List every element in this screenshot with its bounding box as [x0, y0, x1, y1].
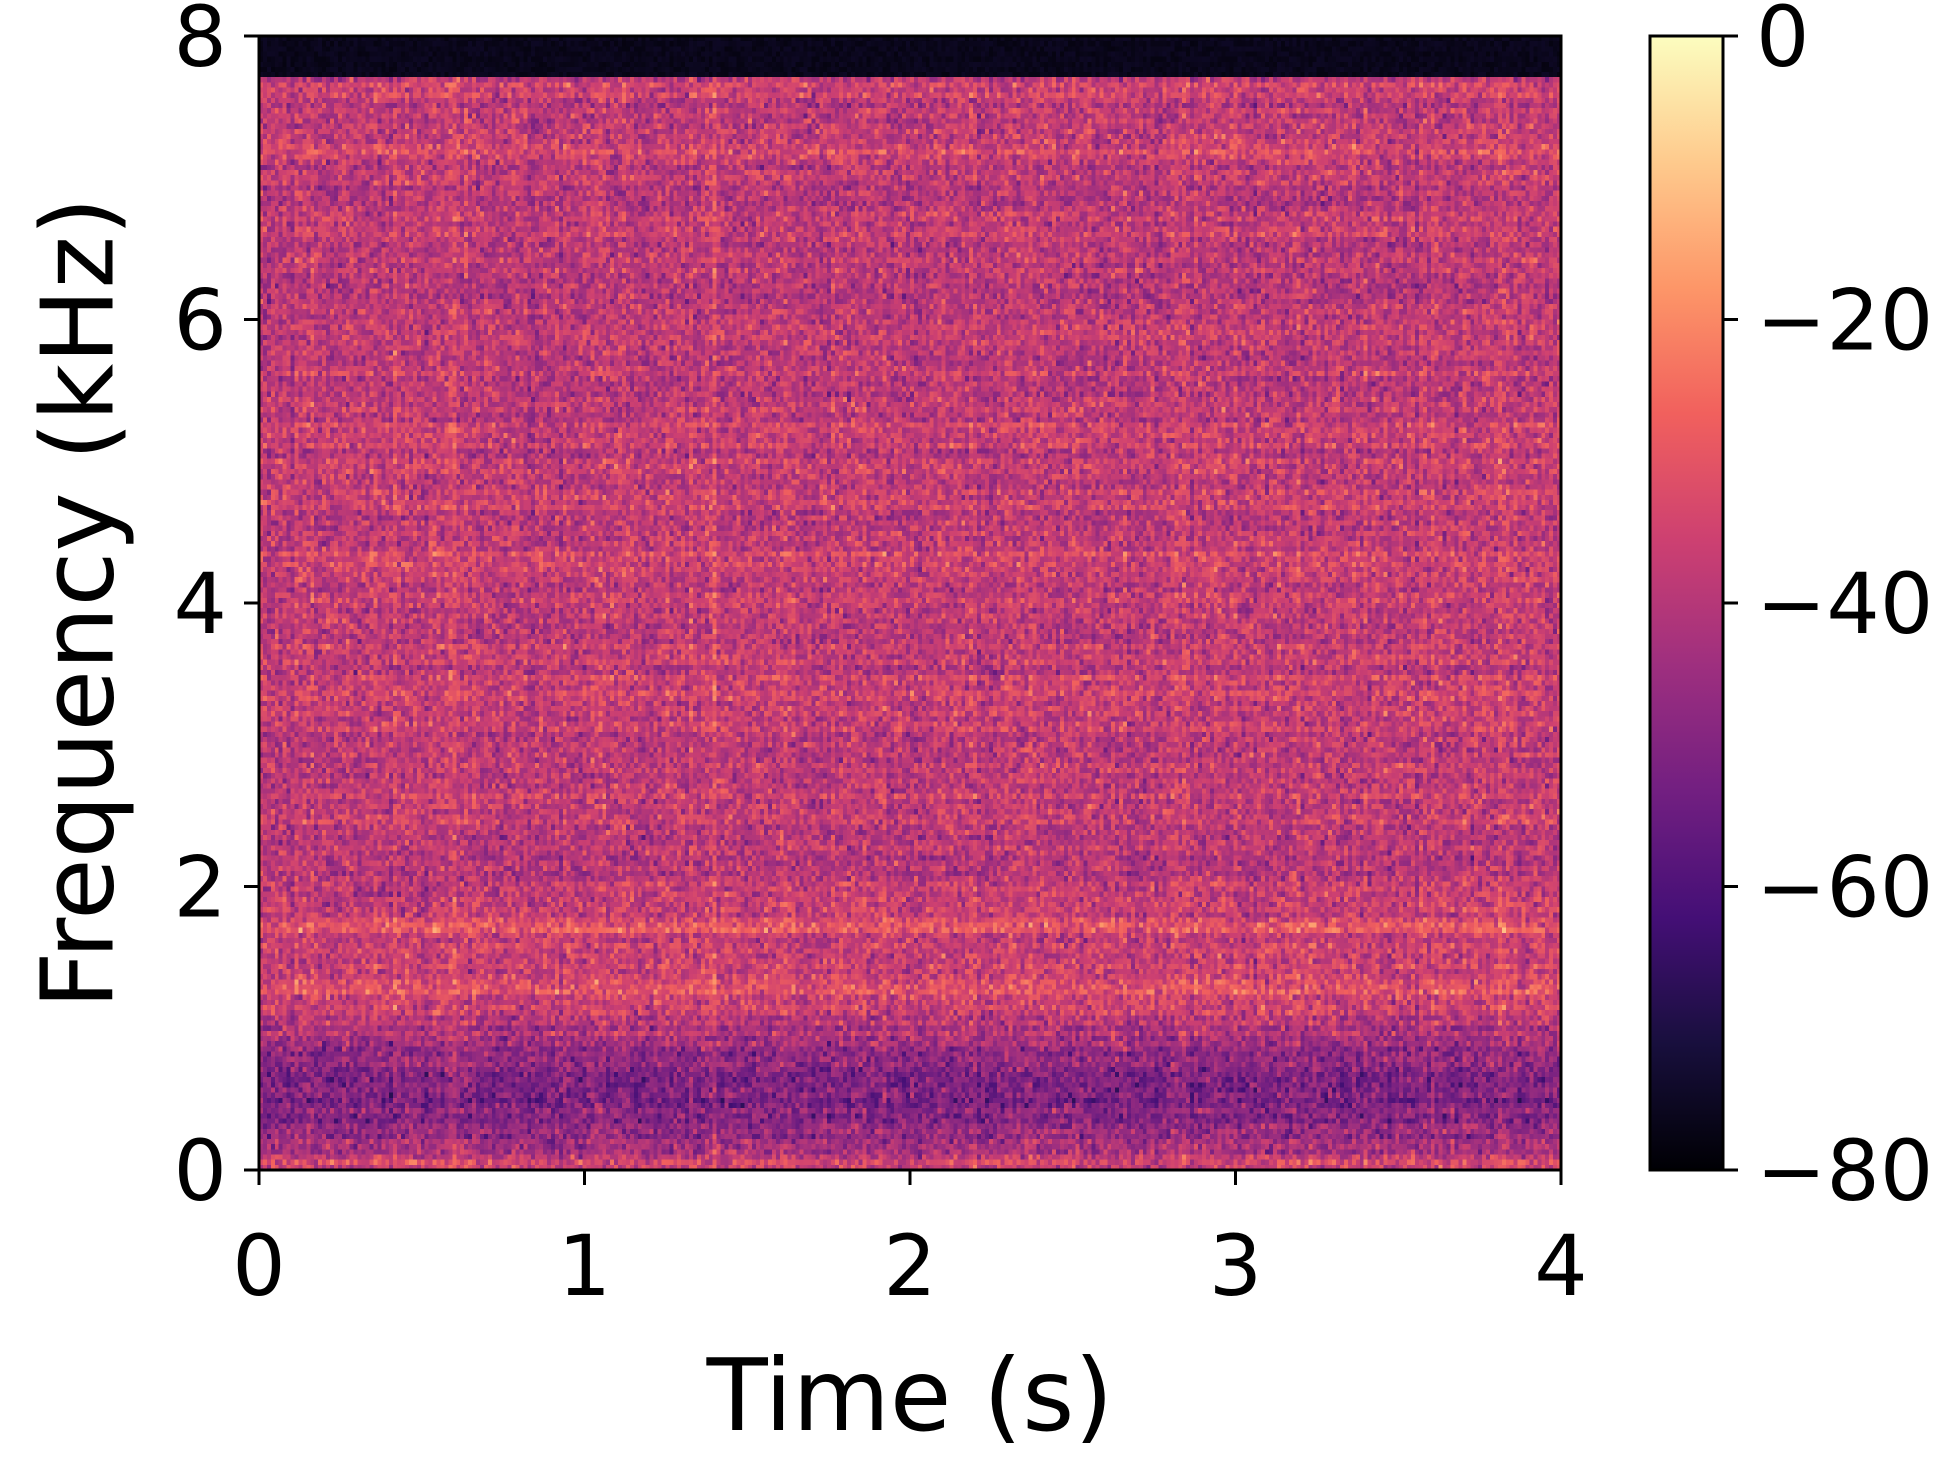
x-tick-label: 4	[1534, 1217, 1587, 1315]
y-axis: 0 2 4 6 8	[174, 0, 259, 1220]
spectrogram-image	[259, 36, 1561, 1170]
y-tick-label: 8	[174, 0, 227, 86]
y-tick-label: 0	[174, 1122, 227, 1220]
x-tick-label: 0	[232, 1217, 285, 1315]
colorbar-tick-label: −40	[1756, 555, 1933, 653]
spectrogram-heatmap	[259, 36, 1561, 1170]
x-tick-label: 2	[883, 1217, 936, 1315]
y-tick-label: 6	[174, 272, 227, 370]
x-tick-label: 1	[558, 1217, 611, 1315]
colorbar-tick-label: 0	[1756, 0, 1809, 86]
colorbar-tick-label: −80	[1756, 1122, 1933, 1220]
colorbar-axis: 0 −20 −40 −60 −80	[1723, 0, 1933, 1220]
colorbar	[1648, 34, 1725, 1172]
x-tick-label: 3	[1209, 1217, 1262, 1315]
x-axis: 0 1 2 3 4	[232, 1170, 1588, 1315]
colorbar-tick-label: −60	[1756, 839, 1933, 937]
y-axis-label: Frequency (kHz)	[20, 197, 137, 1009]
x-axis-label: Time (s)	[706, 1337, 1114, 1454]
y-tick-label: 2	[174, 839, 227, 937]
colorbar-tick-label: −20	[1756, 272, 1933, 370]
y-tick-label: 4	[174, 555, 227, 653]
